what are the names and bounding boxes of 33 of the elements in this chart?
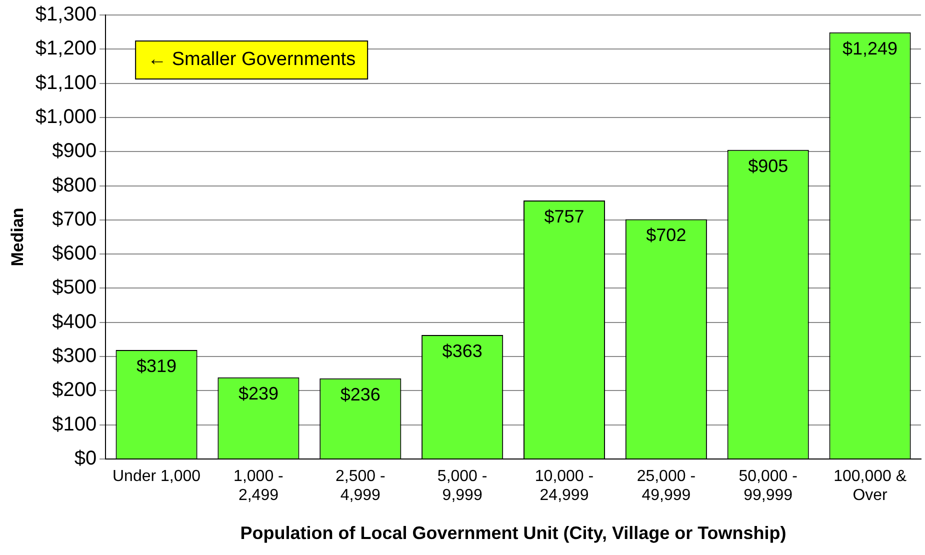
y-tick-label: $300 (52, 345, 97, 368)
x-tick-label: 50,000 - 99,999 (738, 468, 798, 504)
x-axis-title: Population of Local Government Unit (City, Village or Township) (240, 523, 786, 544)
y-tick-label: $0 (74, 448, 97, 470)
y-tick-label: $400 (52, 310, 97, 333)
y-tick-label: $200 (52, 379, 97, 402)
y-tick-label: $1,200 (35, 38, 97, 60)
x-tick-label: 25,000 - 49,999 (636, 468, 696, 504)
x-tick-label: 10,000 - 24,999 (534, 468, 594, 504)
y-tick-label: $800 (52, 174, 97, 196)
y-tick-label: $900 (52, 140, 97, 162)
y-tick-label: $1,100 (35, 72, 97, 94)
y-tick-label: $600 (52, 242, 97, 265)
data-label: $702 (646, 225, 686, 246)
x-tick-label: 1,000 - 2,499 (234, 468, 284, 504)
data-label: $905 (748, 156, 788, 176)
y-tick-label: $700 (52, 208, 97, 230)
y-axis-title: Median (8, 208, 27, 266)
y-tick-label: $500 (52, 276, 97, 299)
data-label: $1,249 (842, 38, 898, 58)
data-label: $757 (544, 206, 584, 226)
x-tick-label: 2,500 - 4,999 (335, 468, 386, 504)
data-label: $236 (340, 384, 380, 404)
y-tick-label: $1,000 (35, 106, 97, 128)
data-label: $363 (442, 340, 482, 361)
y-tick-label: $1,300 (35, 4, 97, 26)
annotation: ← Smaller Governments (148, 49, 356, 70)
data-label: $319 (136, 356, 177, 376)
y-tick-label: $100 (52, 413, 97, 436)
data-label: $239 (238, 383, 278, 404)
x-tick-label: Under 1,000 (112, 468, 201, 486)
x-tick-label: 5,000 - 9,999 (437, 468, 488, 504)
x-tick-label: 100,000 & Over (834, 468, 907, 504)
